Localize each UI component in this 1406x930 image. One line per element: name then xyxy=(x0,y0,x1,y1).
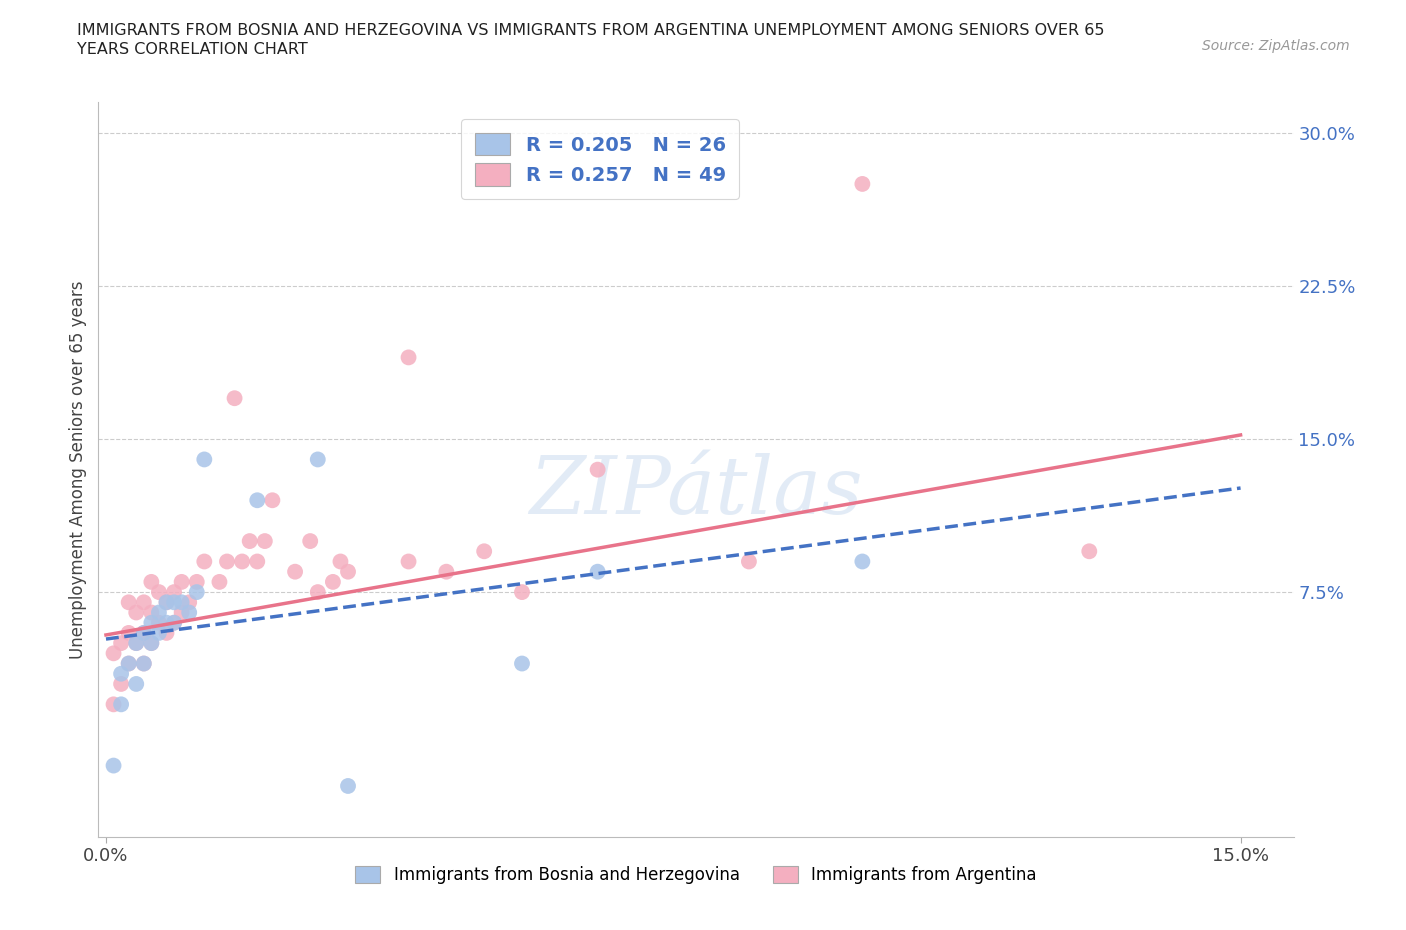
Point xyxy=(322,575,344,590)
Point xyxy=(299,534,322,549)
Point xyxy=(215,554,238,569)
Point xyxy=(125,636,148,651)
Point xyxy=(155,595,177,610)
Point xyxy=(253,534,276,549)
Point xyxy=(208,575,231,590)
Point xyxy=(155,595,177,610)
Point xyxy=(186,575,208,590)
Point xyxy=(239,534,262,549)
Point xyxy=(586,462,609,477)
Point xyxy=(246,554,269,569)
Point xyxy=(110,666,132,681)
Point xyxy=(125,605,148,620)
Point xyxy=(329,554,352,569)
Point xyxy=(510,585,533,600)
Point xyxy=(132,656,155,671)
Point xyxy=(193,554,215,569)
Point xyxy=(307,585,329,600)
Point xyxy=(434,565,457,579)
Point xyxy=(118,656,141,671)
Point xyxy=(132,595,155,610)
Point xyxy=(186,585,208,600)
Point xyxy=(148,585,170,600)
Point xyxy=(118,595,141,610)
Point xyxy=(510,656,533,671)
Point xyxy=(851,554,873,569)
Point xyxy=(163,616,186,631)
Point xyxy=(148,605,170,620)
Point xyxy=(170,595,193,610)
Point xyxy=(118,656,141,671)
Legend: Immigrants from Bosnia and Herzegovina, Immigrants from Argentina: Immigrants from Bosnia and Herzegovina, … xyxy=(349,859,1043,891)
Point xyxy=(193,452,215,467)
Text: YEARS CORRELATION CHART: YEARS CORRELATION CHART xyxy=(77,42,308,57)
Point xyxy=(148,616,170,631)
Point xyxy=(1078,544,1101,559)
Text: Source: ZipAtlas.com: Source: ZipAtlas.com xyxy=(1202,39,1350,53)
Point xyxy=(103,646,125,661)
Point xyxy=(141,616,163,631)
Point xyxy=(110,676,132,691)
Point xyxy=(851,177,873,192)
Point xyxy=(472,544,495,559)
Point xyxy=(103,758,125,773)
Point xyxy=(179,595,201,610)
Point xyxy=(110,697,132,711)
Point xyxy=(132,656,155,671)
Point xyxy=(125,676,148,691)
Point xyxy=(307,452,329,467)
Point xyxy=(163,595,186,610)
Point xyxy=(132,626,155,641)
Point xyxy=(141,636,163,651)
Point xyxy=(231,554,253,569)
Point xyxy=(337,778,360,793)
Point xyxy=(141,605,163,620)
Point xyxy=(284,565,307,579)
Point xyxy=(398,350,420,365)
Point xyxy=(224,391,246,405)
Point xyxy=(155,616,177,631)
Point xyxy=(141,636,163,651)
Point xyxy=(118,626,141,641)
Point xyxy=(110,636,132,651)
Point xyxy=(170,575,193,590)
Point xyxy=(337,565,360,579)
Point xyxy=(163,585,186,600)
Point xyxy=(738,554,761,569)
Point xyxy=(148,626,170,641)
Point xyxy=(170,605,193,620)
Point xyxy=(103,697,125,711)
Text: IMMIGRANTS FROM BOSNIA AND HERZEGOVINA VS IMMIGRANTS FROM ARGENTINA UNEMPLOYMENT: IMMIGRANTS FROM BOSNIA AND HERZEGOVINA V… xyxy=(77,23,1105,38)
Point xyxy=(163,616,186,631)
Point xyxy=(141,575,163,590)
Point xyxy=(262,493,284,508)
Point xyxy=(398,554,420,569)
Point xyxy=(155,626,177,641)
Y-axis label: Unemployment Among Seniors over 65 years: Unemployment Among Seniors over 65 years xyxy=(69,281,87,658)
Point xyxy=(179,605,201,620)
Point xyxy=(125,636,148,651)
Point xyxy=(132,626,155,641)
Point xyxy=(246,493,269,508)
Point xyxy=(586,565,609,579)
Text: ZIPátlas: ZIPátlas xyxy=(529,453,863,530)
